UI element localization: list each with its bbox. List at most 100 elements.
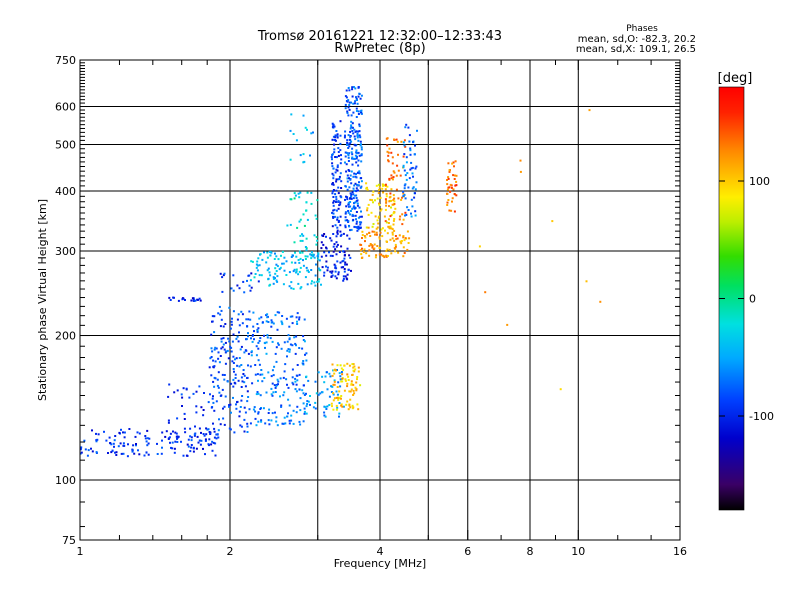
data-point bbox=[302, 114, 305, 117]
data-point bbox=[269, 337, 272, 340]
data-point bbox=[112, 442, 115, 445]
data-point bbox=[411, 187, 414, 190]
data-point bbox=[299, 266, 302, 269]
data-point bbox=[336, 133, 339, 136]
data-point bbox=[338, 175, 341, 178]
data-point bbox=[392, 194, 395, 197]
data-point bbox=[381, 187, 384, 190]
data-point bbox=[390, 252, 393, 255]
data-point bbox=[132, 444, 135, 447]
data-point bbox=[360, 112, 363, 115]
data-point bbox=[401, 213, 404, 216]
data-point bbox=[290, 281, 293, 284]
data-point bbox=[382, 191, 385, 194]
data-point bbox=[287, 386, 290, 389]
data-point bbox=[167, 419, 170, 422]
data-point bbox=[97, 433, 100, 436]
data-point bbox=[300, 286, 303, 289]
data-point bbox=[251, 340, 254, 343]
data-point bbox=[559, 388, 562, 391]
data-point bbox=[291, 381, 294, 384]
data-point bbox=[346, 141, 349, 144]
data-point bbox=[348, 186, 351, 189]
data-point bbox=[337, 219, 340, 222]
data-point bbox=[332, 369, 335, 372]
data-point bbox=[232, 274, 235, 277]
data-point bbox=[292, 287, 295, 290]
data-point bbox=[342, 405, 345, 408]
data-point bbox=[212, 380, 215, 383]
data-point bbox=[190, 446, 193, 449]
data-point bbox=[331, 374, 334, 377]
data-point bbox=[406, 248, 409, 251]
data-point bbox=[357, 171, 360, 174]
data-point bbox=[285, 317, 288, 320]
data-point bbox=[336, 229, 339, 232]
data-point bbox=[454, 184, 457, 187]
data-point bbox=[356, 155, 358, 158]
data-point bbox=[323, 411, 326, 414]
data-point bbox=[234, 377, 237, 379]
data-point bbox=[279, 395, 281, 398]
colorbar-label: [deg] bbox=[718, 71, 753, 86]
data-point bbox=[411, 172, 414, 175]
data-point bbox=[228, 306, 231, 309]
data-point bbox=[301, 239, 304, 242]
data-point bbox=[299, 239, 302, 242]
data-point bbox=[214, 454, 217, 457]
data-point bbox=[354, 368, 357, 371]
data-point bbox=[250, 337, 252, 340]
data-point bbox=[297, 282, 300, 285]
data-point bbox=[351, 130, 354, 132]
data-point bbox=[260, 316, 263, 319]
data-point bbox=[352, 132, 355, 135]
data-point bbox=[357, 86, 360, 89]
data-point bbox=[333, 151, 336, 154]
stats-line-x: mean, sd,X: 109.1, 26.5 bbox=[576, 44, 696, 55]
data-point bbox=[339, 234, 342, 237]
data-point bbox=[330, 391, 333, 393]
data-point bbox=[222, 417, 225, 420]
data-point bbox=[376, 245, 379, 247]
data-point bbox=[303, 407, 306, 410]
data-point bbox=[87, 449, 90, 452]
data-point bbox=[299, 218, 302, 221]
data-point bbox=[410, 215, 413, 218]
data-point bbox=[347, 147, 350, 149]
data-point bbox=[357, 366, 360, 369]
data-point bbox=[303, 318, 306, 321]
data-point bbox=[350, 182, 353, 185]
data-point bbox=[234, 358, 236, 361]
data-point bbox=[253, 338, 255, 341]
data-point bbox=[274, 386, 277, 389]
data-point bbox=[280, 320, 283, 323]
data-point bbox=[212, 441, 215, 444]
data-point bbox=[346, 180, 349, 183]
data-point bbox=[298, 261, 301, 264]
data-point bbox=[386, 185, 389, 188]
data-point bbox=[183, 412, 186, 415]
data-point bbox=[241, 395, 244, 397]
data-point bbox=[217, 386, 220, 389]
data-point bbox=[242, 373, 245, 375]
data-point bbox=[305, 201, 308, 204]
data-point bbox=[302, 339, 305, 341]
data-point bbox=[299, 251, 302, 254]
data-point bbox=[324, 415, 327, 418]
data-point bbox=[405, 213, 408, 216]
data-point bbox=[145, 451, 148, 454]
data-point bbox=[173, 451, 176, 454]
data-point bbox=[276, 378, 279, 381]
data-point bbox=[192, 447, 195, 450]
data-point bbox=[208, 438, 211, 441]
data-point bbox=[385, 195, 388, 198]
data-point bbox=[257, 347, 260, 350]
data-point bbox=[291, 368, 294, 371]
data-point bbox=[266, 316, 269, 319]
data-point bbox=[357, 134, 359, 137]
data-point bbox=[259, 373, 262, 376]
data-point bbox=[338, 396, 341, 399]
data-point bbox=[344, 219, 347, 222]
data-point bbox=[340, 196, 343, 199]
data-point bbox=[298, 318, 301, 321]
